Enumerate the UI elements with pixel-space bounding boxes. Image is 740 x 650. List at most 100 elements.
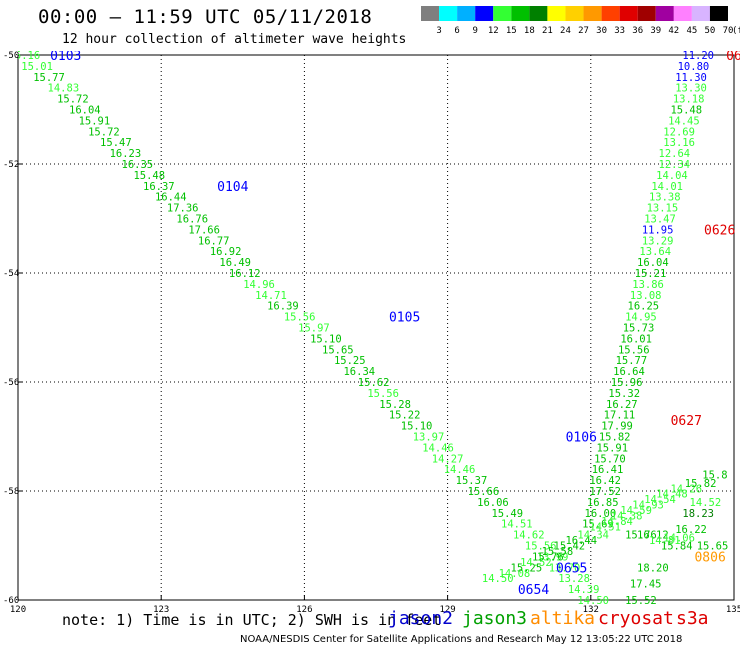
colorbar-swatch <box>673 6 692 21</box>
swh-value-jason2: 15.91 <box>79 115 111 127</box>
swh-value-s3a: 12.64 <box>659 148 691 160</box>
swh-value-s3a: 15.32 <box>608 388 640 400</box>
swh-value-jason3: 14.93 <box>632 500 664 512</box>
colorbar-swatch <box>529 6 548 21</box>
swh-value-jason2: 15.10 <box>310 333 342 345</box>
swh-value-jason2: 15.49 <box>491 508 523 520</box>
chart-subtitle: 12 hour collection of altimeter wave hei… <box>62 32 407 47</box>
colorbar-swatch <box>475 6 494 21</box>
colorbar-tick-label: 15 <box>506 26 517 36</box>
y-tick-label: -54 <box>3 269 19 279</box>
swh-value-altika: 15.65 <box>697 541 729 553</box>
colorbar-swatch <box>709 6 728 21</box>
swh-value-s3a: 15.96 <box>611 377 643 389</box>
swh-value-s3a: 14.01 <box>651 181 683 193</box>
colorbar-tick-label: 21 <box>542 26 553 36</box>
time-label: 0103 <box>50 49 81 64</box>
swh-value-jason2: 13.99 <box>537 551 569 563</box>
swh-value-altika: 15.84 <box>661 541 693 553</box>
swh-value-jason3: 14.48 <box>656 489 688 501</box>
swh-value-jason2: 16.92 <box>210 246 242 258</box>
swh-value-jason2: 16.39 <box>267 301 299 313</box>
swh-value-s3a: 14.04 <box>656 170 688 182</box>
colorbar-swatch <box>583 6 602 21</box>
legend-jason2: jason2 <box>388 608 454 629</box>
swh-value-jason2: 16.34 <box>343 366 375 378</box>
swh-value-jason3: 14.38 <box>611 511 643 523</box>
swh-value-s3a: 15.69 <box>582 519 614 531</box>
time-label: 0806 <box>694 550 725 565</box>
time-label: 0655 <box>556 561 587 576</box>
swh-value-jason2: 13.97 <box>413 432 445 444</box>
swh-value-jason2: 16.76 <box>176 214 208 226</box>
swh-value-jason3: 14.26 <box>670 483 702 495</box>
swh-value-altika: 18.23 <box>682 508 714 520</box>
time-label: 0627 <box>671 414 702 429</box>
swh-value-s3a: 16.01 <box>620 333 652 345</box>
swh-value-jason3: 15.42 <box>554 541 586 553</box>
colorbar-tick-label: 50 <box>705 26 716 36</box>
swh-value-jason2: 14.51 <box>501 519 533 531</box>
swh-value-altika: 15.52 <box>625 595 657 607</box>
swh-value-s3a: 12.69 <box>663 126 695 138</box>
colorbar-tick-label: 45 <box>686 26 697 36</box>
swh-value-s3a: 16.64 <box>613 366 645 378</box>
time-label: 0105 <box>389 311 420 326</box>
data-layer: 5.1615.0115.7714.8315.7216.0415.9115.721… <box>18 49 740 607</box>
swh-value-s3a: 16.41 <box>592 464 624 476</box>
swh-value-s3a: 17.99 <box>601 421 633 433</box>
time-label: 0654 <box>518 583 549 598</box>
swh-value-s3a: 13.47 <box>644 214 676 226</box>
swh-value-jason3: 15.82 <box>685 478 717 490</box>
swh-value-s3a: 15.77 <box>616 355 648 367</box>
swh-value-altika: 16.22 <box>675 524 707 536</box>
swh-value-s3a: 15.21 <box>635 268 667 280</box>
swh-value-s3a: 13.08 <box>630 290 662 302</box>
swh-value-jason2: 14.83 <box>48 83 80 95</box>
swh-value-jason2: 14.46 <box>444 464 476 476</box>
swh-value-s3a: 13.15 <box>647 203 679 215</box>
colorbar-swatch <box>691 6 710 21</box>
swh-value-s3a: 12.34 <box>659 159 691 171</box>
swh-value-jason2: 14.50 <box>577 595 609 607</box>
swh-value-jason2: 15.48 <box>133 170 165 182</box>
swh-value-s3a: 15.91 <box>596 442 628 454</box>
swh-value-s3a: 13.64 <box>639 246 671 258</box>
colorbar-tick-label: 33 <box>614 26 625 36</box>
swh-value-jason2: 14.46 <box>422 442 454 454</box>
swh-value-jason2: 16.06 <box>477 497 509 509</box>
x-tick-label: 132 <box>583 605 599 615</box>
swh-value-jason2: 14.71 <box>255 290 287 302</box>
swh-value-jason3: 14.50 <box>482 573 514 585</box>
legend-altika: altika <box>530 608 596 629</box>
swh-value-s3a: 16.85 <box>587 497 619 509</box>
swh-value-jason2: 14.27 <box>432 453 464 465</box>
swh-value-jason2: 15.25 <box>334 355 366 367</box>
swh-value-s3a: 13.18 <box>673 94 705 106</box>
time-label: 0106 <box>566 431 597 446</box>
legend-s3a: s3a <box>676 608 709 629</box>
colorbar-swatch <box>421 6 440 21</box>
swh-value-s3a: 17.11 <box>604 410 636 422</box>
y-tick-label: -50 <box>3 51 19 61</box>
swh-value-jason2: 16.35 <box>122 159 154 171</box>
time-label: 0626 <box>704 223 735 238</box>
y-tick-label: -52 <box>3 160 19 170</box>
swh-value-s3a: 17.52 <box>589 486 621 498</box>
swh-value-jason2: 16.23 <box>110 148 142 160</box>
swh-value-jason2: 15.56 <box>284 312 316 324</box>
colorbar-tick-label: 27 <box>578 26 589 36</box>
swh-value-jason2: 13.28 <box>558 573 590 585</box>
swh-value-jason2: 15.56 <box>367 388 399 400</box>
swh-value-jason3: 15.58 <box>542 546 574 558</box>
swh-value-jason2: 16.49 <box>219 257 251 269</box>
swh-value-jason2: 15.37 <box>456 475 488 487</box>
swh-value-jason2: 16.04 <box>69 105 101 117</box>
swh-value-jason3: 14.34 <box>577 530 609 542</box>
colorbar-tick-label: 18 <box>524 26 535 36</box>
y-tick-label: -58 <box>3 487 19 497</box>
swh-value-jason3: 16.44 <box>565 535 597 547</box>
colorbar-swatch <box>493 6 512 21</box>
